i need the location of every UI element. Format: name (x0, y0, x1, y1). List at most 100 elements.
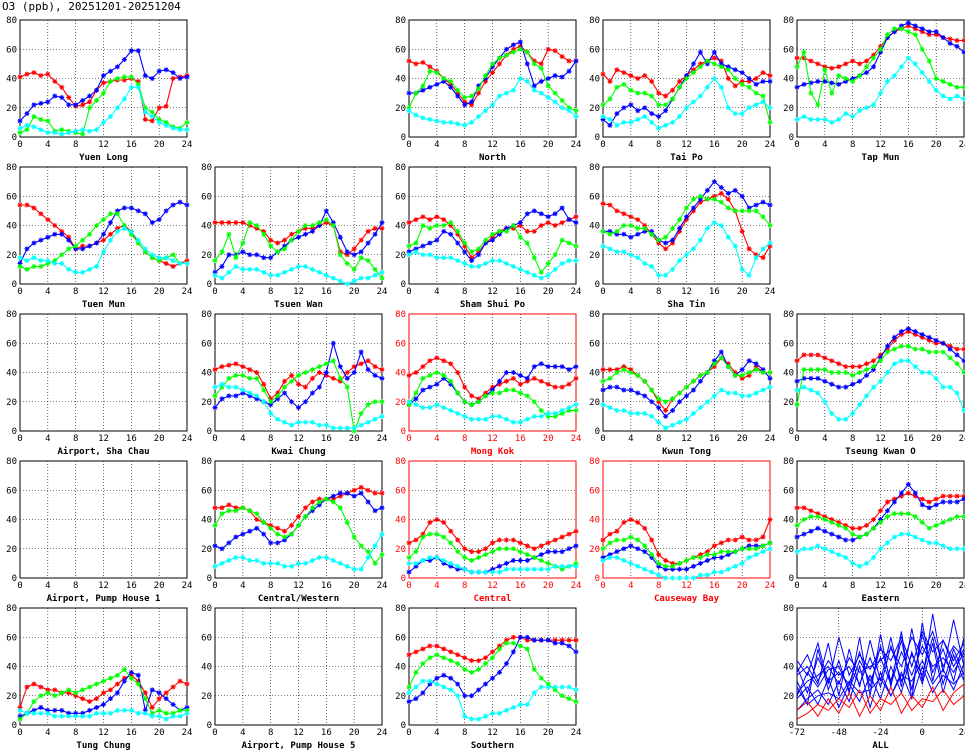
data-point (677, 114, 683, 120)
data-point (545, 549, 551, 555)
data-point (163, 696, 169, 702)
data-point (66, 237, 72, 243)
data-point (490, 655, 495, 661)
data-point (476, 263, 482, 269)
data-point (510, 42, 516, 48)
data-point (753, 202, 759, 208)
data-point (704, 399, 710, 405)
data-point (656, 240, 662, 246)
data-point (73, 690, 79, 696)
data-point (275, 240, 281, 246)
station-title: Southern (471, 741, 514, 751)
data-point (149, 687, 155, 693)
data-point (177, 199, 183, 205)
data-point (261, 387, 267, 393)
x-tick-label: 20 (543, 728, 554, 738)
data-point (919, 26, 925, 32)
x-tick-label: 16 (515, 287, 526, 297)
data-point (121, 666, 127, 672)
data-point (240, 266, 246, 272)
x-tick-label: 0 (406, 287, 411, 297)
data-point (462, 240, 468, 246)
x-tick-label: 8 (656, 434, 661, 444)
data-point (600, 546, 606, 552)
x-tick-label: 12 (98, 581, 109, 591)
data-point (559, 384, 565, 390)
data-point (261, 560, 267, 566)
data-point (690, 208, 696, 214)
data-point (52, 713, 58, 719)
data-point (628, 73, 634, 79)
data-point (857, 378, 863, 384)
data-point (38, 237, 44, 243)
data-point (739, 375, 745, 381)
data-point (919, 46, 925, 52)
data-point (87, 105, 93, 111)
data-point (282, 246, 288, 252)
y-tick-label: 60 (589, 45, 600, 55)
data-point (406, 555, 412, 561)
data-point (38, 684, 44, 690)
x-tick-label: 0 (406, 140, 411, 150)
x-tick-label: 24 (571, 434, 582, 444)
data-point (247, 367, 253, 373)
data-point (413, 669, 419, 675)
data-point (947, 517, 953, 522)
data-point (857, 525, 863, 531)
plot-frame (796, 460, 965, 579)
x-tick-label: 24 (182, 434, 193, 444)
data-point (940, 340, 946, 346)
data-point (358, 566, 364, 572)
data-point (101, 217, 106, 223)
x-tick-label: 8 (462, 581, 467, 591)
station-title: Airport, Pump House 1 (47, 593, 161, 604)
data-point (24, 202, 30, 208)
data-point (545, 95, 551, 101)
data-point (337, 425, 343, 431)
series-line (796, 622, 965, 707)
data-point (441, 76, 447, 81)
data-point (871, 517, 877, 522)
data-point (254, 557, 260, 563)
data-point (163, 208, 169, 214)
data-point (483, 655, 489, 661)
data-point (107, 687, 113, 693)
y-tick-label: 0 (401, 280, 406, 290)
data-point (358, 255, 364, 261)
data-point (947, 384, 953, 390)
data-point (864, 70, 870, 76)
data-point (697, 49, 703, 55)
data-point (496, 55, 502, 61)
data-point (607, 540, 613, 546)
data-point (794, 64, 800, 70)
data-point (309, 508, 315, 514)
data-point (212, 505, 218, 511)
data-point (524, 646, 530, 652)
data-point (358, 490, 364, 496)
data-point (128, 48, 134, 54)
data-point (59, 713, 65, 719)
x-tick-label: 24 (377, 728, 388, 738)
data-point (17, 704, 23, 710)
data-point (545, 410, 551, 416)
data-point (552, 684, 558, 690)
data-point (607, 202, 613, 208)
data-point (649, 399, 655, 405)
y-tick-label: 80 (395, 604, 406, 614)
y-tick-label: 80 (589, 457, 600, 467)
y-tick-label: 60 (589, 339, 600, 349)
data-point (600, 367, 606, 373)
data-point (829, 531, 835, 537)
data-point (711, 361, 717, 367)
data-point (268, 396, 274, 402)
data-point (94, 240, 100, 246)
data-point (850, 531, 856, 537)
data-point (649, 569, 655, 575)
data-point (711, 393, 717, 399)
data-point (753, 367, 759, 373)
y-tick-label: 20 (395, 398, 406, 408)
data-point (212, 563, 218, 569)
data-point (233, 263, 239, 269)
data-point (725, 552, 731, 558)
